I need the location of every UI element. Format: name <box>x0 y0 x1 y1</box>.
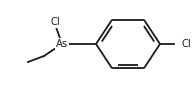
Text: As: As <box>56 39 68 49</box>
Text: Cl: Cl <box>182 39 192 49</box>
Text: Cl: Cl <box>50 17 60 27</box>
